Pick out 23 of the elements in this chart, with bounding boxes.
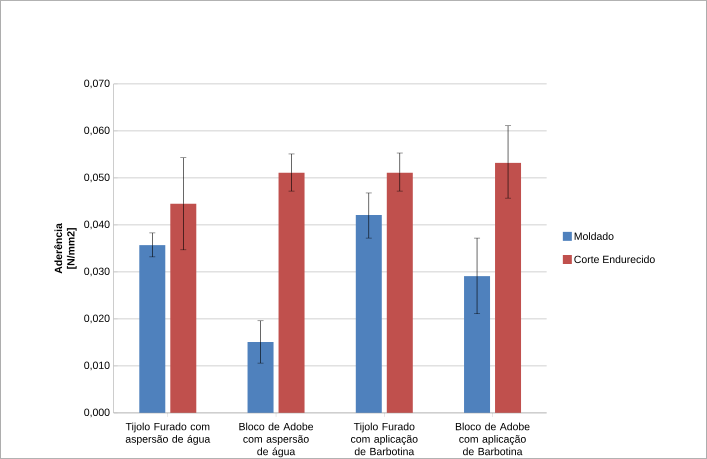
y-tick-label: 0,070 xyxy=(84,80,110,88)
y-axis-title: Aderência [N/mm2] xyxy=(54,223,77,274)
y-tick-label: 0,060 xyxy=(84,126,110,136)
bar xyxy=(278,172,305,413)
bar xyxy=(495,162,522,413)
bar xyxy=(464,276,490,413)
x-tick-label: Tijolo Furado com aspersão de água xyxy=(126,422,210,445)
bar xyxy=(139,245,166,413)
bar xyxy=(356,215,382,413)
y-tick-label: 0,040 xyxy=(84,220,110,230)
legend-label: Corte Endurecido xyxy=(574,255,655,264)
bar xyxy=(170,204,196,413)
x-tick-label: Tijolo Furado com aplicação de Barbotina xyxy=(351,422,418,456)
x-tick-label: Bloco de Adobe com aplicação de Barbotina xyxy=(456,422,530,456)
legend-label: Moldado xyxy=(574,232,614,240)
bar xyxy=(248,342,274,413)
y-tick-label: 0,030 xyxy=(84,268,110,276)
x-tick-label: Bloco de Adobe com aspersão de água xyxy=(239,422,314,458)
y-tick-label: 0,050 xyxy=(84,174,110,182)
y-tick-label: 0,020 xyxy=(84,314,110,324)
bar xyxy=(386,172,413,413)
y-tick-label: 0,010 xyxy=(84,362,110,370)
y-tick-label: 0,000 xyxy=(84,408,110,418)
